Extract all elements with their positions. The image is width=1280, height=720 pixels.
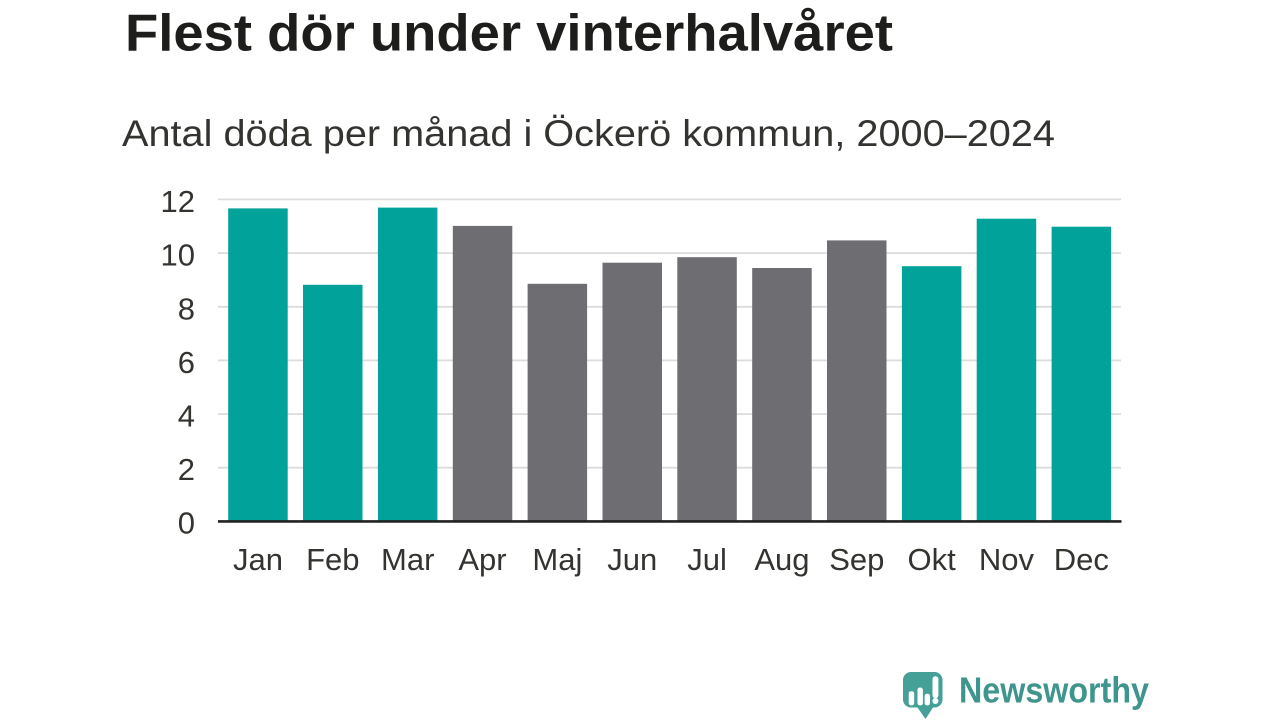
svg-text:0: 0: [178, 506, 195, 541]
svg-text:6: 6: [178, 345, 195, 380]
svg-text:Flest dör under vinterhalvåret: Flest dör under vinterhalvåret: [125, 5, 893, 63]
svg-text:8: 8: [178, 291, 195, 326]
svg-text:Nov: Nov: [979, 542, 1035, 577]
svg-text:10: 10: [161, 238, 195, 273]
svg-text:Dec: Dec: [1054, 542, 1109, 577]
svg-text:Sep: Sep: [829, 542, 884, 577]
svg-text:2: 2: [178, 452, 195, 487]
svg-text:Maj: Maj: [532, 542, 582, 577]
svg-text:Antal döda per månad i Öckerö: Antal döda per månad i Öckerö kommun, 20…: [122, 112, 1055, 154]
svg-text:Newsworthy: Newsworthy: [959, 670, 1149, 711]
svg-text:Feb: Feb: [306, 542, 359, 577]
svg-text:Okt: Okt: [907, 542, 956, 577]
svg-text:Jul: Jul: [687, 542, 727, 577]
svg-text:Mar: Mar: [381, 542, 434, 577]
svg-text:4: 4: [178, 399, 195, 434]
svg-text:Jun: Jun: [607, 542, 657, 577]
svg-text:Apr: Apr: [458, 542, 506, 577]
svg-text:Jan: Jan: [233, 542, 283, 577]
svg-text:12: 12: [161, 184, 195, 219]
svg-text:Aug: Aug: [754, 542, 809, 577]
